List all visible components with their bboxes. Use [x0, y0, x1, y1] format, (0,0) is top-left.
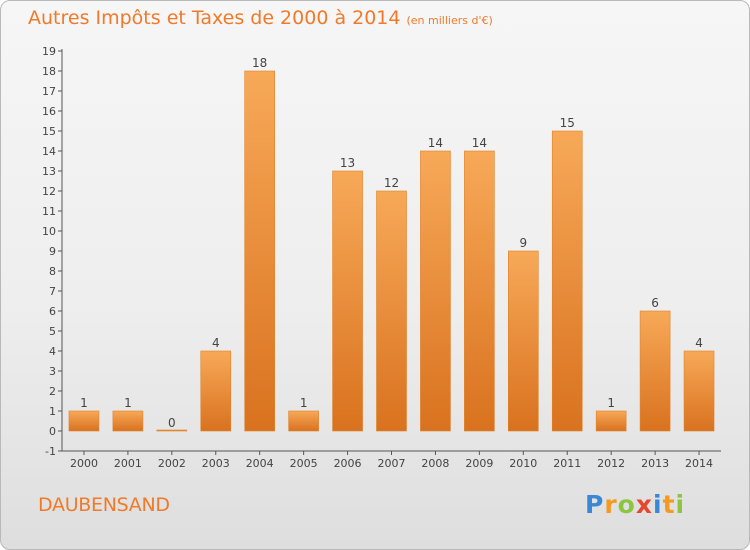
y-tick-label: 9 [49, 245, 56, 258]
y-tick-label: 17 [42, 85, 56, 98]
logo-letter: t [662, 490, 676, 519]
y-tick-label: 3 [49, 365, 56, 378]
x-tick-label: 2008 [421, 457, 449, 470]
proxiti-logo: Proxiti [585, 490, 685, 519]
data-label-2011: 15 [560, 116, 575, 130]
y-tick-label: 7 [49, 285, 56, 298]
y-tick-label: 1 [49, 405, 56, 418]
bar-2006 [332, 170, 363, 432]
x-tick-label: 2013 [641, 457, 669, 470]
chart-data-labels: 1 1 0 4 18 1 13 12 14 14 9 15 1 6 4 [80, 56, 703, 430]
logo-letter: r [604, 490, 618, 519]
y-tick-label: 15 [42, 125, 56, 138]
x-tick-label: 2000 [70, 457, 98, 470]
x-tick-label: 2007 [378, 457, 406, 470]
x-tick-label: 2010 [509, 457, 537, 470]
bar-2004 [244, 70, 275, 432]
bar-2014 [683, 350, 715, 432]
logo-letter: i [675, 490, 686, 519]
data-label-2013: 6 [651, 296, 659, 310]
bar-2000 [68, 410, 100, 432]
y-tick-label: 6 [49, 305, 56, 318]
y-tick-label: 14 [42, 145, 56, 158]
data-label-2003: 4 [212, 336, 220, 350]
x-tick-label: 2001 [114, 457, 142, 470]
y-tick-label: -1 [45, 445, 56, 458]
y-tick-label: 4 [49, 345, 56, 358]
bar-2007 [376, 190, 407, 432]
data-label-2000: 1 [80, 396, 88, 410]
x-tick-label: 2014 [685, 457, 713, 470]
x-tick-label: 2003 [202, 457, 230, 470]
bar-2011 [551, 130, 583, 432]
x-tick-label: 2002 [158, 457, 186, 470]
x-tick-label: 2005 [290, 457, 318, 470]
data-label-2012: 1 [607, 396, 615, 410]
x-tick-label: 2009 [465, 457, 493, 470]
y-tick-label: 0 [49, 425, 56, 438]
data-label-2002: 0 [168, 416, 176, 430]
chart-bars [68, 70, 715, 432]
bar-2001 [112, 410, 144, 432]
y-tick-label: 13 [42, 165, 56, 178]
x-tick-label: 2012 [597, 457, 625, 470]
bar-2005 [288, 410, 319, 432]
bar-2008 [420, 150, 451, 432]
bar-2009 [464, 150, 495, 432]
x-tick-label: 2011 [553, 457, 581, 470]
x-tick-label: 2006 [334, 457, 362, 470]
y-tick-label: 19 [42, 45, 56, 58]
bar-2013 [639, 310, 671, 432]
logo-letter: o [617, 490, 636, 519]
data-label-2007: 12 [384, 176, 399, 190]
bar-2003 [200, 350, 232, 432]
logo-letter: x [635, 490, 653, 519]
bar-2002 [156, 429, 188, 432]
y-tick-label: 18 [42, 65, 56, 78]
y-tick-label: 16 [42, 105, 56, 118]
chart-title: Autres Impôts et Taxes de 2000 à 2014 (en… [28, 7, 493, 29]
y-tick-label: 8 [49, 265, 56, 278]
data-label-2005: 1 [300, 396, 308, 410]
data-label-2001: 1 [124, 396, 132, 410]
data-label-2009: 14 [472, 136, 487, 150]
bar-2012 [595, 410, 627, 432]
y-tick-label: 10 [42, 225, 56, 238]
y-tick-label: 5 [49, 325, 56, 338]
data-label-2010: 9 [519, 236, 527, 250]
y-tick-label: 11 [42, 205, 56, 218]
chart-unit-text: (en milliers d'€) [406, 14, 493, 27]
bar-2010 [507, 250, 539, 432]
data-label-2004: 18 [252, 56, 267, 70]
logo-letter: i [653, 490, 663, 519]
data-label-2006: 13 [340, 156, 355, 170]
data-label-2008: 14 [428, 136, 443, 150]
y-tick-label: 2 [49, 385, 56, 398]
logo-letter: P [585, 490, 605, 519]
chart-title-text: Autres Impôts et Taxes de 2000 à 2014 [28, 7, 401, 29]
commune-name: DAUBENSAND [38, 494, 170, 516]
data-label-2014: 4 [695, 336, 703, 350]
y-tick-label: 12 [42, 185, 56, 198]
x-tick-label: 2004 [246, 457, 274, 470]
